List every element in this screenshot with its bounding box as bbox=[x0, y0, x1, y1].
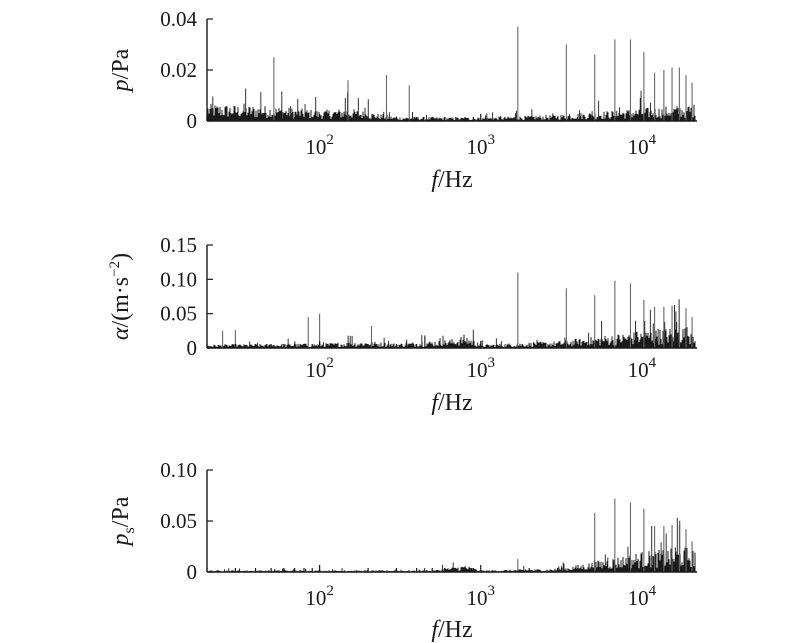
noise-floor-trace bbox=[207, 547, 696, 572]
x-axis-label: f/Hz bbox=[431, 617, 472, 643]
x-axis-label: f/Hz bbox=[431, 390, 472, 416]
x-tick-label: 102 bbox=[305, 132, 334, 159]
noise-floor-trace bbox=[207, 327, 696, 348]
y-tick-label: 0.10 bbox=[160, 267, 197, 291]
panel-3: 0 0.05 0.10 102 103 104 f/Hz ps/Pa bbox=[108, 458, 697, 643]
x-tick-label: 102 bbox=[305, 583, 334, 610]
y-tick-label: 0 bbox=[187, 560, 198, 584]
y-tick-label: 0.04 bbox=[160, 7, 197, 31]
noise-floor-trace bbox=[207, 103, 696, 121]
x-tick-label: 103 bbox=[466, 355, 495, 382]
noise-floor bbox=[207, 517, 696, 572]
panel-1: 0 0.02 0.04 102 103 104 f/Hz p/Pa bbox=[108, 7, 697, 193]
panel-2: 0 0.05 0.10 0.15 102 103 104 f/Hz α/(m·s−2) bbox=[107, 233, 697, 416]
x-tick-label: 104 bbox=[628, 583, 657, 610]
noise-floor bbox=[207, 299, 696, 348]
x-tick-label: 103 bbox=[466, 583, 495, 610]
y-tick-label: 0.15 bbox=[160, 233, 197, 257]
x-tick-label: 104 bbox=[628, 132, 657, 159]
y-tick-label: 0.05 bbox=[160, 302, 197, 326]
x-axis-label: f/Hz bbox=[431, 167, 472, 193]
x-tick-label: 102 bbox=[305, 355, 334, 382]
y-axis-label: p/Pa bbox=[108, 48, 134, 93]
y-axis-label: α/(m·s−2) bbox=[107, 253, 134, 340]
y-tick-label: 0.05 bbox=[160, 509, 197, 533]
y-tick-label: 0.10 bbox=[160, 458, 197, 482]
y-tick-label: 0 bbox=[187, 336, 198, 360]
y-tick-label: 0 bbox=[187, 109, 198, 133]
noise-floor bbox=[207, 88, 696, 121]
y-axis-label: ps/Pa bbox=[108, 496, 138, 547]
y-tick-label: 0.02 bbox=[160, 58, 197, 82]
x-tick-label: 104 bbox=[628, 355, 657, 382]
x-tick-label: 103 bbox=[466, 132, 495, 159]
